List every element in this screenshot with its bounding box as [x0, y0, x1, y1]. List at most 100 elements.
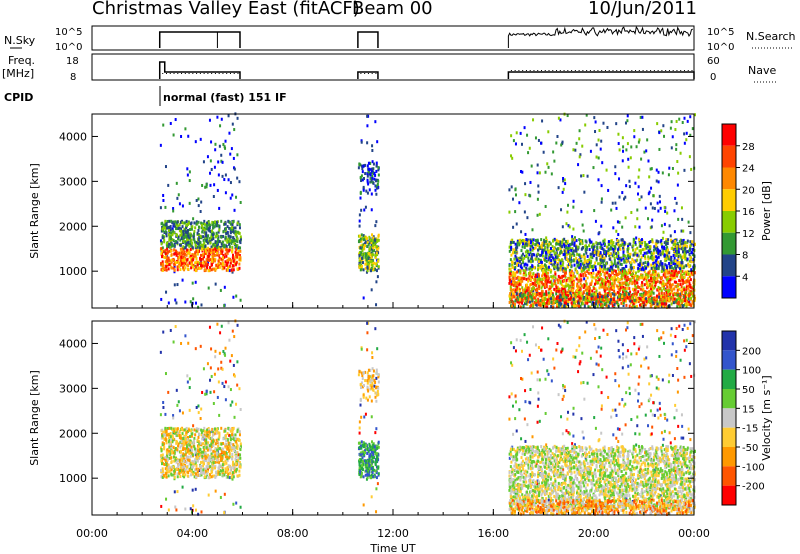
power-cell — [605, 168, 608, 172]
power-cell — [576, 252, 579, 256]
power-cell — [649, 167, 652, 171]
power-cell — [184, 230, 187, 234]
power-cell — [622, 253, 625, 257]
power-cell — [190, 238, 193, 242]
nave-dot — [360, 73, 362, 74]
power-cell — [602, 282, 605, 286]
power-cell — [165, 264, 168, 268]
power-cell — [538, 287, 541, 291]
power-cell — [598, 242, 601, 246]
power-cell — [536, 252, 539, 256]
power-cell — [536, 197, 539, 201]
power-cell — [203, 246, 206, 250]
power-cell — [509, 287, 512, 291]
power-cell — [168, 242, 171, 246]
power-cell — [561, 225, 564, 229]
power-cell — [581, 294, 584, 298]
power-cell — [692, 253, 695, 257]
power-cell — [572, 227, 575, 231]
power-cell — [541, 298, 544, 302]
power-cell — [375, 303, 378, 307]
power-cell — [623, 298, 626, 302]
power-cell — [218, 144, 221, 148]
power-cell — [185, 260, 188, 264]
velocity-cell — [186, 380, 189, 384]
power-cell — [558, 296, 561, 300]
power-cell — [232, 253, 235, 257]
power-cell — [674, 242, 677, 246]
power-cell — [602, 241, 605, 245]
power-cell — [181, 234, 184, 238]
power-cell — [643, 265, 646, 269]
power-cell — [669, 276, 672, 280]
power-cell — [193, 229, 196, 233]
power-cell — [522, 272, 525, 276]
power-cell — [519, 131, 522, 135]
power-cell — [372, 268, 375, 272]
power-cell — [663, 241, 666, 245]
power-cell — [232, 239, 235, 243]
power-cell — [564, 241, 567, 245]
power-cell — [552, 150, 555, 154]
nave-dot — [627, 70, 629, 71]
power-cell — [165, 268, 168, 272]
power-cell — [587, 305, 590, 309]
power-cell — [370, 258, 373, 262]
power-cell — [169, 228, 172, 232]
power-cell — [547, 258, 550, 262]
power-cell — [511, 295, 514, 299]
power-cell — [584, 284, 587, 288]
power-cell — [558, 299, 561, 303]
power-cell — [583, 267, 586, 271]
power-cell — [366, 191, 369, 195]
power-cell — [563, 271, 566, 275]
power-cell — [171, 244, 174, 248]
power-cell — [364, 172, 367, 176]
power-cell — [585, 248, 588, 252]
power-cell — [224, 260, 227, 264]
power-cell — [509, 297, 512, 301]
power-cell — [366, 265, 369, 269]
power-cell — [656, 280, 659, 284]
power-cell — [602, 270, 605, 274]
power-cell — [606, 276, 609, 280]
power-cell — [519, 289, 522, 293]
power-cell — [366, 269, 369, 273]
power-cell — [588, 297, 591, 301]
power-cell — [577, 288, 580, 292]
power-cell — [213, 183, 216, 187]
power-cell — [523, 263, 526, 267]
power-cell — [512, 301, 515, 305]
power-cell — [571, 305, 574, 309]
nave-dot — [207, 73, 209, 74]
power-cell — [197, 197, 200, 201]
power-cell — [533, 300, 536, 304]
power-cell — [212, 250, 215, 254]
power-cell — [543, 243, 546, 247]
power-cell — [173, 268, 176, 272]
power-cell — [554, 272, 557, 276]
power-cell — [676, 261, 679, 265]
power-cell — [523, 256, 526, 260]
power-cell — [613, 286, 616, 290]
power-cell — [178, 251, 181, 255]
power-cell — [629, 272, 632, 276]
power-cell — [619, 262, 622, 266]
power-cell — [366, 244, 369, 248]
power-cell — [590, 245, 593, 249]
power-cell — [520, 262, 523, 266]
power-cell — [594, 130, 597, 134]
power-cell — [164, 248, 167, 252]
power-cell — [207, 249, 210, 253]
power-cell — [617, 247, 620, 251]
power-cell — [205, 231, 208, 235]
power-cell — [536, 163, 539, 167]
power-cell — [661, 236, 664, 240]
power-cell — [604, 267, 607, 271]
power-cell — [522, 291, 525, 295]
power-cell — [563, 237, 566, 241]
power-cell — [548, 261, 551, 265]
nave-dot — [687, 70, 689, 71]
power-cell — [691, 286, 694, 290]
